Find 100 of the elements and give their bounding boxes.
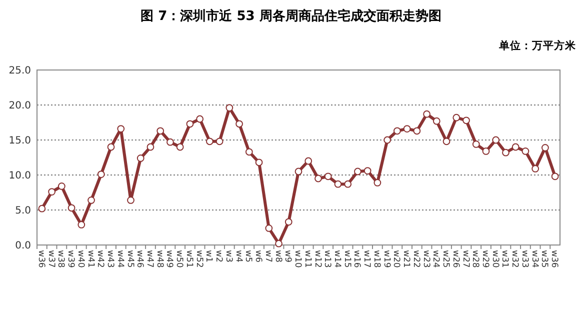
x-tick-label: w40 <box>75 250 86 268</box>
point <box>156 127 164 135</box>
point <box>393 127 401 135</box>
point <box>502 148 510 156</box>
point <box>334 180 342 188</box>
x-tick-label: w14 <box>332 250 342 268</box>
x-tick-label: w39 <box>66 250 76 268</box>
point <box>344 180 352 188</box>
x-tick-label: w33 <box>519 250 530 268</box>
x-tick-label: w49 <box>164 250 174 268</box>
x-tick-label: w41 <box>85 250 96 268</box>
x-tick-label: w37 <box>46 250 56 268</box>
x-tick-label: w51 <box>184 250 194 268</box>
x-tick-label: w27 <box>460 250 470 268</box>
x-tick-label: w31 <box>500 250 510 268</box>
x-tick-label: w28 <box>470 250 480 268</box>
x-tick-label: w9 <box>282 250 293 262</box>
x-tick-label: w45 <box>124 250 135 268</box>
x-tick-label: w11 <box>302 250 312 268</box>
point <box>186 120 194 128</box>
y-tick-label: 5.0 <box>15 206 31 216</box>
point <box>432 117 440 125</box>
x-tick-label: w34 <box>529 250 540 268</box>
point <box>255 158 263 166</box>
x-tick-label: w24 <box>430 250 441 268</box>
y-tick-label: 0.0 <box>15 240 31 252</box>
x-tick-label: w6 <box>253 250 264 262</box>
x-tick-label: w5 <box>243 250 254 262</box>
x-tick-label: w1 <box>204 250 214 262</box>
point <box>48 188 56 196</box>
point <box>403 125 411 132</box>
x-tick-label: w46 <box>134 250 145 268</box>
point <box>265 224 273 232</box>
point <box>452 114 460 122</box>
point <box>206 138 214 146</box>
point <box>127 196 134 204</box>
point <box>492 136 500 144</box>
point <box>88 196 95 204</box>
x-tick-label: w50 <box>174 250 184 268</box>
x-tick-label: w52 <box>194 250 204 268</box>
x-tick-label: w43 <box>105 250 116 268</box>
point <box>58 182 66 190</box>
point <box>146 143 154 151</box>
point <box>442 138 450 146</box>
point <box>245 148 253 156</box>
x-tick-label: w25 <box>440 250 451 268</box>
x-tick-label: w30 <box>490 250 500 268</box>
point <box>107 143 115 151</box>
x-tick-label: w15 <box>342 250 352 268</box>
x-tick-label: w19 <box>381 250 392 268</box>
point <box>314 174 322 182</box>
point <box>216 138 224 146</box>
x-tick-label: w12 <box>312 250 322 268</box>
x-tick-label: w8 <box>272 250 283 262</box>
point <box>354 168 362 176</box>
point <box>423 110 430 118</box>
chart-subtitle: 单位：万平方米 <box>498 39 577 52</box>
x-tick-label: w48 <box>154 250 164 268</box>
point <box>462 116 470 124</box>
x-tick-label: w36 <box>549 250 560 268</box>
point <box>374 179 382 186</box>
point <box>196 115 204 123</box>
point <box>482 148 490 155</box>
point <box>522 148 530 155</box>
point <box>284 218 292 226</box>
point <box>324 172 332 180</box>
x-tick-label: w4 <box>233 250 244 262</box>
x-tick-label: w29 <box>480 250 490 268</box>
point <box>413 127 421 135</box>
x-tick-label: w32 <box>510 250 520 268</box>
chart-title: 图 7：深圳市近 53 周各周商品住宅成交面积走势图 <box>140 8 442 24</box>
point <box>38 204 46 212</box>
x-tick-label: w47 <box>144 250 155 268</box>
x-tick-label: w7 <box>262 250 273 262</box>
point <box>176 143 184 151</box>
point <box>542 144 549 152</box>
x-tick-label: w21 <box>401 250 412 268</box>
x-tick-label: w18 <box>371 250 382 268</box>
x-tick-label: w20 <box>391 250 402 268</box>
y-tick-label: 10.0 <box>8 170 31 182</box>
x-tick-label: w26 <box>450 250 460 268</box>
point <box>166 138 174 146</box>
point <box>512 143 520 151</box>
point <box>78 221 86 228</box>
x-tick-label: w42 <box>95 250 106 268</box>
x-tick-label: w36 <box>36 250 46 268</box>
point <box>532 165 540 172</box>
point <box>97 170 105 178</box>
point <box>551 172 559 180</box>
x-tick-label: w35 <box>539 250 550 268</box>
point <box>304 157 312 165</box>
x-tick-label: w2 <box>214 250 224 262</box>
point <box>294 168 302 176</box>
x-tick-label: w38 <box>56 250 66 268</box>
point <box>117 125 125 132</box>
point <box>364 167 372 174</box>
y-tick-label: 20.0 <box>8 100 31 112</box>
x-tick-label: w17 <box>362 250 372 268</box>
point <box>226 104 234 112</box>
x-tick-label: w44 <box>114 250 125 268</box>
